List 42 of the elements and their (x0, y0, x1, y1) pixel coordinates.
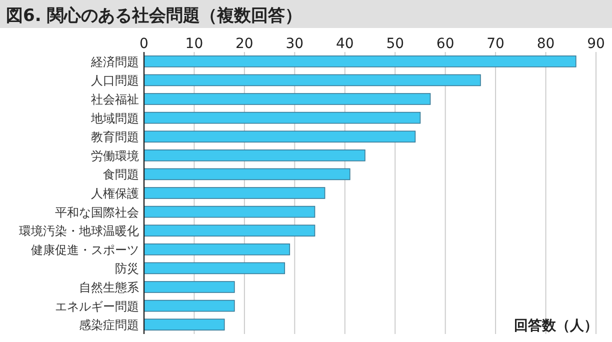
y-tick-label: 労働環境 (91, 148, 139, 163)
x-axis-title: 回答数（人） (514, 318, 598, 334)
y-tick-label: 人口問題 (91, 74, 139, 88)
bar (144, 112, 421, 124)
bar (144, 150, 366, 162)
bar (144, 74, 481, 86)
y-tick-label: 食問題 (103, 168, 139, 182)
bar (144, 318, 225, 330)
bar (144, 262, 286, 274)
y-tick-label: 感染症問題 (79, 318, 139, 332)
y-tick-label: 防災 (115, 262, 139, 276)
y-tick-label: 経済問題 (90, 54, 139, 69)
y-tick-label: 環境汚染・地球温暖化 (19, 224, 139, 238)
y-tick-label: 健康促進・スポーツ (31, 242, 139, 257)
y-tick-label: 平和な国際社会 (55, 205, 139, 220)
bar (144, 130, 416, 142)
bar (144, 56, 576, 68)
bar (144, 93, 431, 105)
y-tick-label: 教育問題 (91, 130, 139, 144)
x-tick-label: 10 (185, 36, 204, 52)
x-tick-label: 60 (436, 36, 454, 52)
x-tick-label: 40 (336, 36, 354, 52)
x-tick-label: 20 (236, 36, 254, 52)
x-tick-label: 80 (536, 36, 555, 52)
y-tick-label: 社会福祉 (91, 92, 139, 106)
bar (144, 244, 290, 256)
bar (144, 281, 235, 293)
bar (144, 168, 350, 180)
chart-title: 図6. 関心のある社会問題（複数回答） (6, 6, 302, 26)
x-tick-label: 30 (286, 36, 304, 52)
bar (144, 300, 235, 312)
x-tick-label: 0 (140, 36, 148, 52)
x-tick-label: 50 (386, 36, 404, 52)
y-tick-label: 地域問題 (90, 111, 139, 126)
x-tick-label: 90 (587, 36, 605, 52)
bar (144, 224, 316, 236)
y-tick-label: 自然生態系 (79, 280, 139, 294)
y-tick-label: 人権保護 (91, 186, 139, 200)
bar (144, 187, 326, 199)
bar (144, 206, 316, 218)
x-tick-label: 70 (486, 36, 504, 52)
y-tick-label: エネルギー問題 (55, 299, 139, 314)
